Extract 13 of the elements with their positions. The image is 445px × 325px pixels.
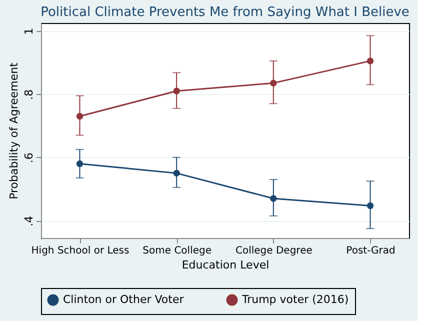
x-tick-label: College Degree	[235, 246, 312, 256]
x-axis-title: Education Level	[182, 258, 270, 272]
legend-label: Clinton or Other Voter	[63, 293, 184, 306]
y-tick-label: .8	[22, 89, 36, 100]
y-tick-label: 1	[22, 28, 36, 35]
y-axis-title: Probability of Agreement	[8, 62, 20, 200]
x-tick-label: Some College	[142, 246, 212, 256]
legend-label: Trump voter (2016)	[241, 293, 349, 306]
x-tick-label: Post-Grad	[346, 246, 396, 256]
chart-title: Political Climate Prevents Me from Saying What I Believe	[40, 5, 410, 20]
y-tick-label: .6	[22, 152, 36, 164]
x-tick-label: High School or Less	[31, 246, 130, 256]
y-tick-label: .4	[22, 216, 36, 226]
